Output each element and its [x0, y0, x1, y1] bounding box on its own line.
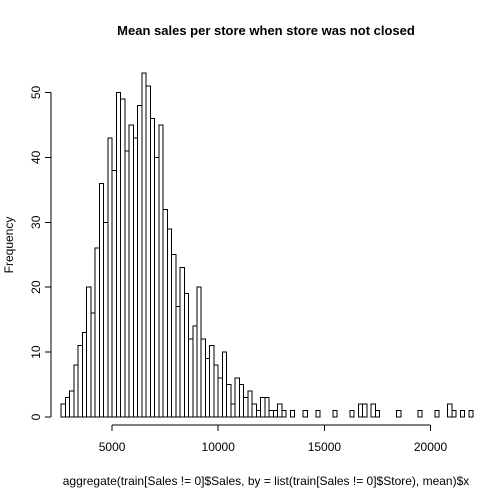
histogram-bar: [281, 410, 287, 418]
histogram-bar: [332, 410, 338, 418]
histogram-bar: [192, 325, 198, 418]
histogram-bar: [251, 403, 257, 418]
histogram-bar: [209, 345, 215, 418]
histogram-bar: [149, 117, 156, 418]
x-tick-label: 5000: [99, 440, 126, 454]
histogram-bar: [111, 169, 117, 418]
histogram-bar: [103, 221, 109, 418]
histogram-bar: [128, 124, 134, 418]
histogram-bar: [289, 410, 296, 418]
histogram-bar: [396, 410, 402, 418]
histogram-bar: [243, 397, 249, 418]
histogram-bar: [86, 286, 92, 418]
chart-title: Mean sales per store when store was not …: [117, 23, 415, 38]
histogram-bar: [124, 150, 130, 418]
histogram-bar: [158, 124, 164, 418]
histogram-bar: [69, 390, 75, 418]
histogram-bar: [81, 332, 88, 418]
histogram-bar: [277, 403, 283, 418]
histogram-bar: [175, 306, 181, 418]
histogram-bar: [90, 312, 96, 418]
histogram-bar: [374, 410, 381, 418]
histogram-bar: [137, 104, 143, 418]
histogram-bar: [171, 254, 177, 418]
histogram-bar: [226, 384, 232, 418]
histogram-bar: [230, 403, 236, 418]
histogram-bar: [188, 338, 194, 418]
x-tick-label: 20000: [414, 440, 448, 454]
histogram-bar: [221, 351, 228, 418]
histogram-bar: [349, 410, 355, 418]
histogram-bar: [200, 338, 206, 418]
histogram-bar: [141, 72, 147, 418]
histogram-bar: [145, 85, 151, 418]
histogram-bar: [268, 410, 274, 418]
histogram-bar: [255, 410, 262, 418]
y-axis-label: Frequency: [2, 217, 16, 274]
y-tick-label: 40: [29, 150, 43, 164]
histogram-bar: [451, 410, 457, 418]
x-axis-label: aggregate(train[Sales != 0]$Sales, by = …: [63, 474, 470, 488]
histogram-bar: [357, 403, 364, 418]
histogram-bar: [272, 410, 279, 418]
histogram-bar: [204, 358, 211, 418]
y-tick-label: 50: [29, 85, 43, 99]
y-axis: 0 10 20 30 40 50: [29, 85, 52, 420]
histogram-bar: [115, 91, 122, 418]
histogram-bar: [370, 403, 376, 418]
histogram-bar: [98, 182, 105, 418]
histogram-bar: [162, 208, 168, 418]
y-tick-label: 0: [29, 413, 43, 420]
histogram-bar: [94, 247, 100, 418]
histogram-bar: [234, 377, 240, 418]
y-tick-label: 20: [29, 280, 43, 294]
histogram-bar: [60, 403, 66, 418]
x-tick-label: 15000: [308, 440, 342, 454]
histogram-bar: [107, 137, 113, 418]
histogram-bar: [264, 397, 270, 418]
histogram-bars: [60, 72, 474, 418]
histogram-bar: [434, 410, 440, 418]
histogram-bar: [154, 156, 160, 418]
histogram-bar: [64, 397, 71, 418]
histogram-bar: [132, 137, 139, 418]
histogram-bar: [447, 403, 453, 418]
histogram-bar: [120, 98, 126, 418]
histogram-bar: [260, 397, 266, 418]
histogram-bar: [166, 228, 173, 418]
x-axis: 5000 10000 15000 20000: [99, 424, 448, 454]
y-tick-label: 10: [29, 345, 43, 359]
histogram-bar: [179, 267, 185, 418]
histogram-bar: [315, 410, 321, 418]
histogram-bar: [217, 377, 223, 418]
histogram-bar: [183, 293, 190, 418]
x-tick-label: 10000: [202, 440, 236, 454]
histogram-bar: [362, 403, 368, 418]
histogram-bar: [196, 286, 202, 418]
histogram-bar: [417, 410, 423, 418]
histogram-bar: [238, 384, 245, 418]
histogram-bar: [213, 364, 219, 418]
histogram-bar: [302, 410, 308, 418]
histogram-bar: [77, 345, 83, 418]
histogram-bar: [468, 410, 474, 418]
histogram-bar: [459, 410, 466, 418]
histogram-bar: [247, 390, 253, 418]
histogram-bar: [73, 364, 79, 418]
y-tick-label: 30: [29, 215, 43, 229]
